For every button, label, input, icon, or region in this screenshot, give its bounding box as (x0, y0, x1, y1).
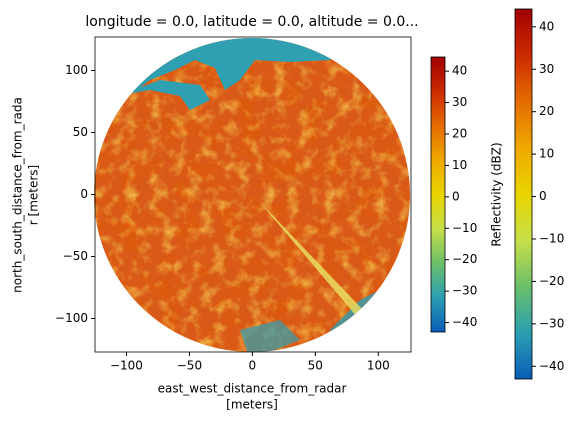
colorbar-label: Reflectivity (dBZ) (490, 142, 504, 246)
colorbar-tick-label: 30 (539, 62, 554, 76)
colorbar-tick-label: −20 (539, 274, 564, 288)
colorbar (514, 8, 533, 380)
x-tick-label: 100 (367, 359, 390, 373)
y-tick-label: 100 (65, 63, 88, 77)
x-tick-label: 0 (249, 359, 257, 373)
colorbar-tick-label: 20 (539, 104, 554, 118)
colorbar-tick-label: 0 (452, 189, 460, 203)
colorbar-tick-label: −30 (539, 316, 564, 330)
y-tick-label: −100 (55, 311, 88, 325)
colorbar-tick-label: 40 (539, 19, 554, 33)
colorbar-tick-label: −40 (452, 315, 477, 329)
colorbar-tick-label: −10 (539, 231, 564, 245)
colorbar-tick-label: 20 (452, 127, 467, 141)
colorbar-tick-label: −30 (452, 284, 477, 298)
x-tick-label: 50 (308, 359, 323, 373)
y-tick-label: 50 (73, 125, 88, 139)
x-axis-label: [meters] (226, 398, 278, 412)
colorbar-tick-label: −10 (452, 221, 477, 235)
colorbar-tick-label: 40 (452, 64, 467, 78)
colorbar-tick-label: 10 (452, 158, 467, 172)
colorbar-tick-label: 0 (539, 189, 547, 203)
colorbar-tick-label: 10 (539, 147, 554, 161)
x-axis-label: east_west_distance_from_radar (158, 382, 347, 396)
y-axis-label: north_south_distance_from_rada (11, 97, 25, 293)
x-tick-label: −100 (110, 359, 143, 373)
colorbar-tick-label: −40 (539, 359, 564, 373)
x-tick-label: −50 (177, 359, 202, 373)
colorbar-tick-label: 30 (452, 95, 467, 109)
y-axis-label: r [meters] (27, 165, 41, 225)
chart-title: longitude = 0.0, latitude = 0.0, altitud… (85, 14, 418, 30)
y-tick-label: −50 (63, 249, 88, 263)
radar-image (94, 38, 410, 352)
y-tick-label: 0 (80, 187, 88, 201)
colorbar (430, 56, 446, 333)
colorbar-tick-label: −20 (452, 252, 477, 266)
